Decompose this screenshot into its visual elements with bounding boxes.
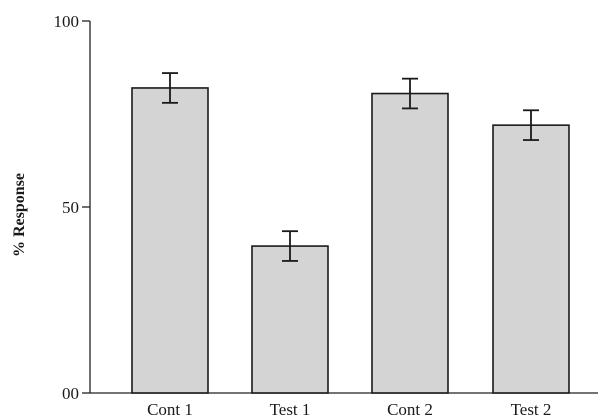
- y-tick-label: 100: [54, 12, 80, 31]
- bar-cont-2: [371, 92, 449, 394]
- error-bar: [162, 72, 178, 104]
- x-tick-label: Test 1: [270, 400, 311, 419]
- error-bar: [402, 77, 418, 110]
- y-tick-label: 50: [62, 198, 79, 217]
- x-tick-label: Cont 2: [387, 400, 433, 419]
- x-tick-label: Test 2: [511, 400, 552, 419]
- bar-test-1: [251, 245, 329, 394]
- error-bar: [523, 109, 539, 141]
- category-labels: Cont 1 Test 1 Cont 2 Test 2: [147, 400, 551, 419]
- bars: [131, 87, 570, 394]
- x-tick-label: Cont 1: [147, 400, 193, 419]
- error-bar: [282, 230, 298, 262]
- bar-test-2: [492, 124, 570, 394]
- y-tick-label: 00: [62, 384, 79, 403]
- error-bars: [162, 72, 539, 262]
- y-axis-label: % Response: [11, 173, 28, 257]
- bar-cont-1: [131, 87, 209, 394]
- y-ticks: 00 50 100: [54, 12, 90, 403]
